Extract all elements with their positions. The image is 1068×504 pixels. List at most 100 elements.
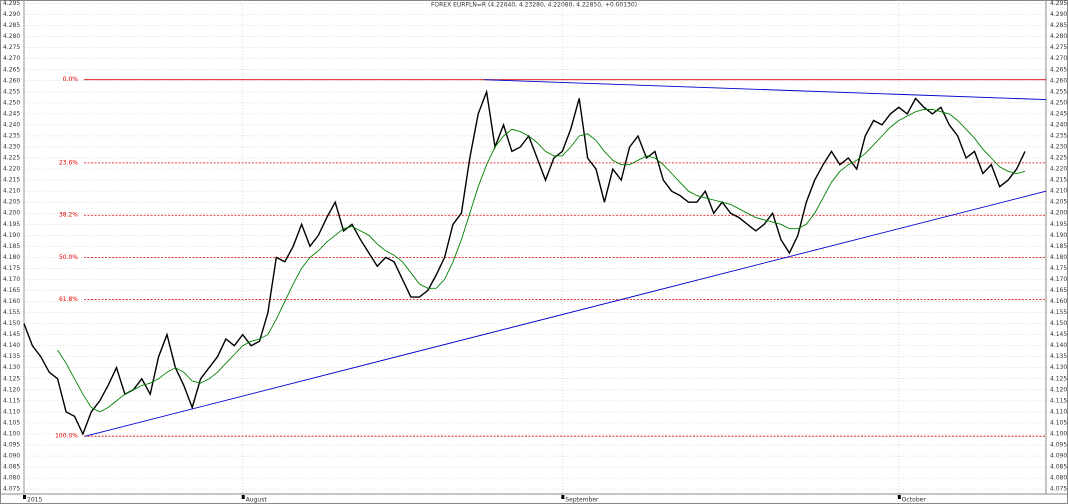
y-tick-label: 4.155 bbox=[3, 309, 20, 316]
y-tick-label: 4.240 bbox=[3, 121, 20, 128]
fib-label: 50.0% bbox=[59, 254, 78, 261]
y-tick-label-right: 4.195 bbox=[1050, 221, 1067, 228]
y-tick-label-right: 4.160 bbox=[1050, 298, 1067, 305]
y-tick-label: 4.265 bbox=[3, 66, 20, 73]
x-tick-label: September bbox=[565, 497, 599, 504]
fib-label: 38.2% bbox=[59, 212, 78, 219]
y-tick-label-right: 4.180 bbox=[1050, 254, 1067, 261]
y-tick-label: 4.285 bbox=[3, 22, 20, 29]
x-tick bbox=[23, 495, 26, 499]
y-tick-label-right: 4.100 bbox=[1050, 430, 1067, 437]
y-tick-label-right: 4.120 bbox=[1050, 386, 1067, 393]
y-tick-label-right: 4.190 bbox=[1050, 232, 1067, 239]
y-tick-label: 4.215 bbox=[3, 177, 20, 184]
y-tick-label: 4.185 bbox=[3, 243, 20, 250]
y-tick-label-right: 4.275 bbox=[1050, 44, 1067, 51]
y-tick-label: 4.170 bbox=[3, 276, 20, 283]
y-tick-label: 4.160 bbox=[3, 298, 20, 305]
x-tick bbox=[561, 495, 565, 499]
y-tick-label-right: 4.130 bbox=[1050, 364, 1067, 371]
y-tick-label-right: 4.110 bbox=[1050, 408, 1067, 415]
y-tick-label: 4.105 bbox=[3, 419, 20, 426]
x-tick-label: August bbox=[246, 497, 268, 504]
x-tick-label: 2015 bbox=[27, 497, 42, 504]
chart-title: FOREX EURPLN=R (4.22640, 4.23280, 4.2208… bbox=[431, 2, 637, 9]
y-tick-label-right: 4.095 bbox=[1050, 441, 1067, 448]
series-line bbox=[23, 89, 1026, 436]
y-tick-label-right: 4.260 bbox=[1050, 77, 1067, 84]
y-tick-label: 4.125 bbox=[3, 375, 20, 382]
y-tick-label-right: 4.075 bbox=[1050, 486, 1067, 493]
y-tick-label-right: 4.265 bbox=[1050, 66, 1067, 73]
y-tick-label: 4.205 bbox=[3, 199, 20, 206]
y-tick-label-right: 4.290 bbox=[1050, 11, 1067, 18]
y-tick-label-right: 4.205 bbox=[1050, 199, 1067, 206]
y-tick-label-right: 4.250 bbox=[1050, 99, 1067, 106]
y-tick-label: 4.095 bbox=[3, 441, 20, 448]
y-tick-label-right: 4.170 bbox=[1050, 276, 1067, 283]
y-tick-label: 4.150 bbox=[3, 320, 20, 327]
y-tick-label-right: 4.140 bbox=[1050, 342, 1067, 349]
y-tick-label: 4.250 bbox=[3, 99, 20, 106]
y-tick-label: 4.190 bbox=[3, 232, 20, 239]
y-tick-label: 4.280 bbox=[3, 33, 20, 40]
y-tick-label-right: 4.270 bbox=[1050, 55, 1067, 62]
y-tick-label: 4.165 bbox=[3, 287, 20, 294]
x-tick bbox=[897, 495, 901, 499]
y-tick-label-right: 4.295 bbox=[1050, 0, 1067, 7]
y-tick-label-right: 4.225 bbox=[1050, 155, 1067, 162]
y-tick-label-right: 4.090 bbox=[1050, 453, 1067, 460]
y-tick-label-right: 4.175 bbox=[1050, 265, 1067, 272]
y-tick-label: 4.245 bbox=[3, 110, 20, 117]
y-tick-label-right: 4.085 bbox=[1050, 464, 1067, 471]
y-tick-label-right: 4.240 bbox=[1050, 121, 1067, 128]
y-tick-label-right: 4.145 bbox=[1050, 331, 1067, 338]
y-tick-label-right: 4.235 bbox=[1050, 132, 1067, 139]
y-tick-label-right: 4.285 bbox=[1050, 22, 1067, 29]
y-tick-label: 4.200 bbox=[3, 210, 20, 217]
x-tick bbox=[241, 495, 245, 499]
fib-label: 23.6% bbox=[59, 159, 78, 166]
y-tick-label: 4.080 bbox=[3, 475, 20, 482]
y-tick-label: 4.115 bbox=[3, 397, 20, 404]
y-tick-label: 4.175 bbox=[3, 265, 20, 272]
y-tick-label-right: 4.200 bbox=[1050, 210, 1067, 217]
y-tick-label-right: 4.210 bbox=[1050, 188, 1067, 195]
y-tick-label-right: 4.080 bbox=[1050, 475, 1067, 482]
trend-line bbox=[85, 190, 1047, 437]
y-tick-label-right: 4.125 bbox=[1050, 375, 1067, 382]
y-tick-label-right: 4.105 bbox=[1050, 419, 1067, 426]
y-tick-label: 4.210 bbox=[3, 188, 20, 195]
y-tick-label: 4.230 bbox=[3, 144, 20, 151]
y-tick-label-right: 4.165 bbox=[1050, 287, 1067, 294]
y-tick-label: 4.235 bbox=[3, 132, 20, 139]
y-tick-label: 4.290 bbox=[3, 11, 20, 18]
y-tick-label: 4.195 bbox=[3, 221, 20, 228]
y-tick-label-right: 4.245 bbox=[1050, 110, 1067, 117]
fib-label: 100.0% bbox=[55, 433, 78, 440]
y-tick-label: 4.255 bbox=[3, 88, 20, 95]
y-tick-label: 4.225 bbox=[3, 155, 20, 162]
y-tick-label: 4.180 bbox=[3, 254, 20, 261]
y-tick-label: 4.100 bbox=[3, 430, 20, 437]
y-tick-label: 4.140 bbox=[3, 342, 20, 349]
y-tick-label-right: 4.155 bbox=[1050, 309, 1067, 316]
y-tick-label-right: 4.255 bbox=[1050, 88, 1067, 95]
y-tick-label: 4.135 bbox=[3, 353, 20, 360]
y-tick-label: 4.270 bbox=[3, 55, 20, 62]
y-tick-label: 4.260 bbox=[3, 77, 20, 84]
fib-label: 61.8% bbox=[59, 296, 78, 303]
x-tick-label: October bbox=[902, 497, 927, 504]
fib-label: 0.0% bbox=[63, 76, 79, 83]
y-tick-label: 4.085 bbox=[3, 464, 20, 471]
y-tick-label-right: 4.115 bbox=[1050, 397, 1067, 404]
trend-line bbox=[484, 79, 1047, 101]
y-tick-label: 4.075 bbox=[3, 486, 20, 493]
y-tick-label-right: 4.135 bbox=[1050, 353, 1067, 360]
y-tick-label: 4.145 bbox=[3, 331, 20, 338]
y-tick-label-right: 4.215 bbox=[1050, 177, 1067, 184]
series-line bbox=[57, 109, 1026, 413]
y-tick-label: 4.295 bbox=[3, 0, 20, 7]
y-tick-label-right: 4.150 bbox=[1050, 320, 1067, 327]
